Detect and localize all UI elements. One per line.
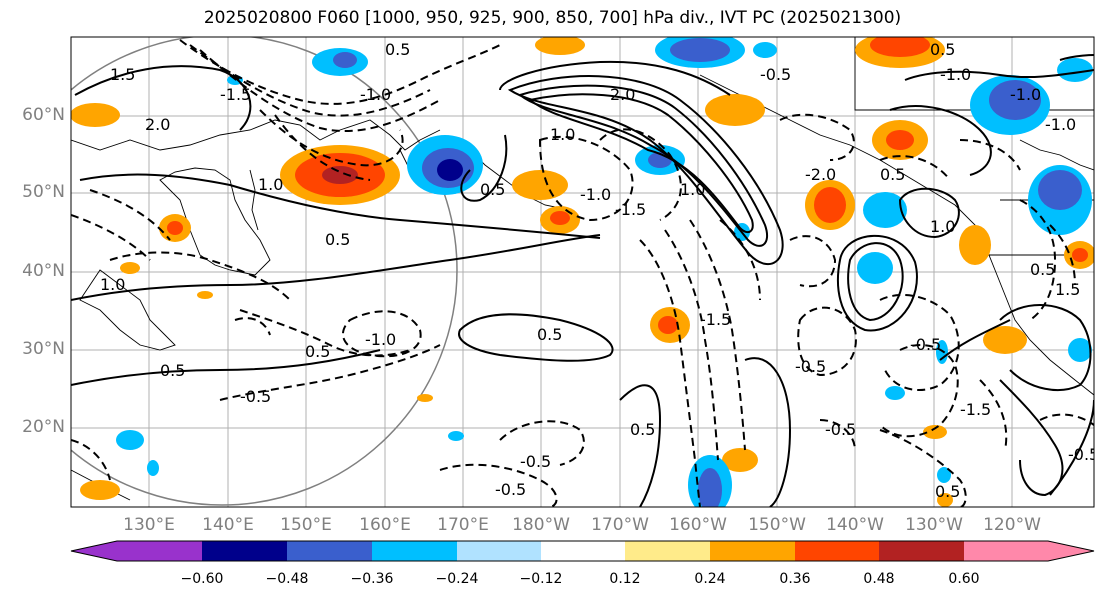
contour-label: -0.5 (795, 357, 826, 376)
contour-label: 0.5 (480, 180, 505, 199)
contour-label: -1.0 (580, 185, 611, 204)
contour-label: -0.5 (910, 335, 941, 354)
colorbar-tick: −0.12 (519, 571, 563, 587)
lon-label: 130°W (905, 515, 963, 535)
map-title: 2025020800 F060 [1000, 950, 925, 900, 85… (203, 8, 902, 28)
lat-label-40n: 40°N (22, 261, 65, 281)
contour-label: -1.5 (220, 85, 251, 104)
colorbar-tick: −0.36 (350, 571, 394, 587)
contours-negative (71, 39, 1094, 507)
colorbar-tick: −0.24 (435, 571, 479, 587)
lon-label: 140°W (826, 515, 884, 535)
contour-label: 0.5 (305, 342, 330, 361)
contour-label: 1.0 (680, 180, 705, 199)
contour-label: -1.5 (960, 400, 991, 419)
contour-label: 1.5 (1055, 280, 1080, 299)
reference-circle (71, 37, 458, 506)
contour-label: 0.5 (1030, 260, 1055, 279)
lon-label: 180°W (512, 515, 570, 535)
contours-positive (71, 54, 1094, 507)
contour-label: 2.0 (610, 85, 635, 104)
contour-label: 1.0 (258, 175, 283, 194)
contour-label: 0.5 (880, 165, 905, 184)
contour-label: -0.5 (520, 452, 551, 471)
contour-label: 0.5 (160, 361, 185, 380)
contour-label: -1.0 (940, 65, 971, 84)
lon-label: 140°E (202, 515, 254, 535)
contour-label: -1.0 (1010, 85, 1041, 104)
map-border (70, 36, 1095, 508)
lon-label: 150°W (748, 515, 806, 535)
contour-label: 1.0 (100, 275, 125, 294)
lon-label: 160°E (359, 515, 411, 535)
contour-label: 0.5 (935, 482, 960, 501)
colorbar-tick: 0.60 (948, 571, 980, 587)
lon-label: 120°W (983, 515, 1041, 535)
lat-label-30n: 30°N (22, 339, 65, 359)
contour-label: -0.5 (240, 387, 271, 406)
contour-label: 0.5 (630, 420, 655, 439)
contour-label: -1.5 (700, 310, 731, 329)
colorbar-tick: 0.36 (779, 571, 811, 587)
colorbar-tick: −0.48 (265, 571, 309, 587)
colorbar-tick: 0.12 (609, 571, 641, 587)
colorbar-tick: 0.24 (694, 571, 726, 587)
colorbar-tick: 0.48 (863, 571, 895, 587)
colorbar (70, 540, 1095, 562)
lon-label: 130°E (123, 515, 175, 535)
contour-label: 1.5 (110, 65, 135, 84)
contour-label: -1.0 (360, 85, 391, 104)
lon-label: 170°E (437, 515, 489, 535)
lon-label: 160°W (669, 515, 727, 535)
contour-label: 2.0 (145, 115, 170, 134)
contour-label: 0.5 (325, 230, 350, 249)
contour-label: -1.0 (1045, 115, 1076, 134)
contour-label: -1.0 (365, 330, 396, 349)
lon-label: 150°E (280, 515, 332, 535)
contour-labels: 1.5 2.0 1.0 0.5 0.5 1.0 -1.0 0.5 -1.5 -0… (100, 40, 1099, 501)
contour-label: -0.5 (760, 65, 791, 84)
contour-label: 0.5 (385, 40, 410, 59)
colorbar-extend-low (71, 541, 117, 561)
contour-label: 1.0 (550, 125, 575, 144)
lat-label-20n: 20°N (22, 417, 65, 437)
colorbar-extend-high (1048, 541, 1094, 561)
colorbar-tick: −0.60 (180, 571, 224, 587)
contour-label: -2.0 (805, 165, 836, 184)
lat-label-60n: 60°N (22, 105, 65, 125)
contour-label: -0.5 (825, 420, 856, 439)
contour-label: 0.5 (537, 325, 562, 344)
lon-label: 170°W (591, 515, 649, 535)
lat-label-50n: 50°N (22, 182, 65, 202)
contour-label: -0.5 (1068, 445, 1099, 464)
contour-label: -0.5 (495, 480, 526, 499)
contour-label: 0.5 (930, 40, 955, 59)
contour-label: 1.0 (930, 217, 955, 236)
contour-label: -1.5 (615, 200, 646, 219)
shading-negative (116, 37, 1093, 507)
gridlines (71, 37, 1094, 507)
